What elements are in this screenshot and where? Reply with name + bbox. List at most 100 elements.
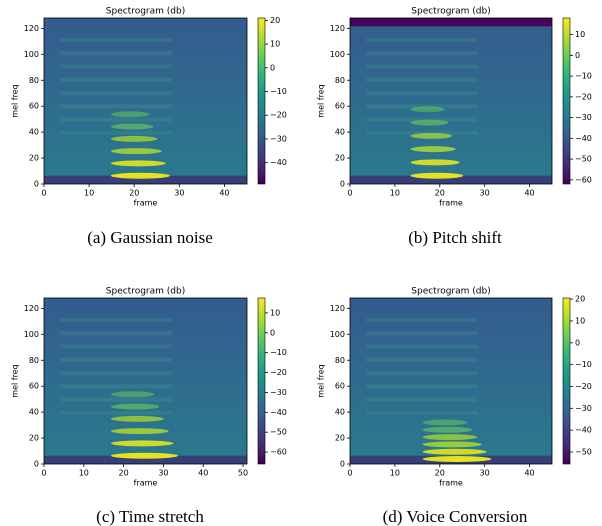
colorbar-tick-label: −50 — [575, 447, 592, 456]
colorbar-tick-label: −50 — [575, 155, 592, 164]
colorbar-tick-label: −30 — [270, 388, 287, 397]
harmonic-haze — [60, 331, 172, 336]
caption: (b) Pitch shift — [408, 228, 502, 247]
harmonic-haze — [60, 130, 172, 136]
harmonic — [110, 135, 158, 142]
harmonic — [422, 426, 473, 433]
y-axis-label: mel freq — [11, 84, 20, 117]
harmonic-haze — [366, 331, 478, 336]
colorbar-tick-label: −20 — [575, 92, 592, 101]
y-tick-label: 120 — [24, 24, 39, 33]
x-tick-label: 0 — [347, 469, 352, 478]
y-tick-label: 20 — [29, 434, 39, 443]
spectrogram — [44, 298, 247, 464]
colorbar-tick-label: −30 — [575, 404, 592, 413]
y-tick-label: 80 — [29, 76, 39, 85]
x-tick-label: 30 — [174, 189, 184, 198]
y-tick-label: 80 — [335, 356, 345, 365]
axes-frame — [43, 17, 248, 185]
chart-title: Spectrogram (db) — [106, 7, 185, 17]
colorbar-tick-label: 10 — [575, 30, 585, 39]
low-band — [44, 455, 247, 464]
harmonic-haze — [366, 397, 478, 402]
harmonic — [110, 172, 170, 179]
harmonic — [110, 391, 155, 398]
harmonic — [410, 106, 445, 113]
colorbar-tick-label: −20 — [270, 111, 287, 120]
colorbar-tick-label: 20 — [575, 295, 585, 304]
colorbar-tick-label: −40 — [270, 158, 287, 167]
chart-title: Spectrogram (db) — [411, 287, 490, 297]
y-tick-label: 20 — [335, 434, 345, 443]
harmonic-haze — [60, 344, 172, 349]
x-tick-label: 20 — [435, 189, 445, 198]
y-tick-label: 100 — [24, 330, 39, 339]
harmonic — [410, 132, 453, 139]
colorbar-tick-label: −10 — [270, 348, 287, 357]
colorbar-tick-label: −40 — [270, 408, 287, 417]
colorbar — [257, 17, 266, 185]
x-tick-label: 40 — [524, 189, 534, 198]
low-band — [44, 175, 247, 184]
harmonic-haze — [366, 384, 478, 389]
y-tick-label: 0 — [34, 180, 39, 189]
harmonic-haze — [366, 371, 478, 376]
harmonic-haze — [60, 117, 172, 122]
y-tick-label: 40 — [29, 128, 39, 137]
colorbar — [257, 297, 266, 465]
harmonic — [410, 172, 464, 179]
x-tick-label: 20 — [435, 469, 445, 478]
colorbar-tick-label: −60 — [575, 175, 592, 184]
harmonic-haze — [60, 51, 172, 56]
x-tick-label: 40 — [198, 469, 208, 478]
harmonic-haze — [60, 397, 172, 402]
caption: (d) Voice Conversion — [383, 507, 528, 526]
harmonic-haze — [366, 410, 478, 416]
x-tick-label: 40 — [524, 469, 534, 478]
colorbar-tick-label: −20 — [575, 382, 592, 391]
colorbar-tick-label: 0 — [270, 63, 275, 72]
y-tick-label: 0 — [340, 180, 345, 189]
y-axis-label: mel freq — [11, 364, 20, 397]
harmonic-haze — [60, 77, 172, 82]
spectrogram — [350, 18, 552, 184]
harmonic-haze — [60, 371, 172, 376]
colorbar-tick-label: −40 — [575, 134, 592, 143]
harmonic — [110, 440, 174, 447]
colorbar-tick-label: 0 — [270, 328, 275, 337]
x-axis-label: frame — [439, 199, 463, 208]
x-tick-label: 10 — [84, 189, 94, 198]
y-tick-label: 100 — [330, 50, 345, 59]
harmonic-haze — [60, 64, 172, 69]
axes-frame — [349, 17, 553, 185]
y-axis-label: mel freq — [317, 84, 326, 117]
chart-title: Spectrogram (db) — [106, 287, 185, 297]
x-tick-label: 10 — [390, 469, 400, 478]
harmonic-haze — [366, 117, 478, 122]
x-tick-label: 40 — [219, 189, 229, 198]
colorbar-tick-label: 0 — [575, 338, 580, 347]
caption: (c) Time stretch — [96, 507, 204, 526]
harmonic-haze — [366, 130, 478, 136]
y-tick-label: 40 — [335, 128, 345, 137]
spectrogram — [44, 18, 247, 184]
harmonic-haze — [60, 384, 172, 389]
harmonic-haze — [366, 357, 478, 362]
colorbar-tick-label: 10 — [270, 308, 280, 317]
harmonic-haze — [366, 64, 478, 69]
harmonic-haze — [60, 357, 172, 362]
x-tick-label: 30 — [158, 469, 168, 478]
y-tick-label: 60 — [335, 102, 345, 111]
harmonic — [410, 159, 460, 166]
harmonic-haze — [366, 344, 478, 349]
y-axis-label: mel freq — [317, 364, 326, 397]
caption: (a) Gaussian noise — [87, 228, 213, 247]
colorbar-tick-label: 10 — [575, 316, 585, 325]
harmonic — [110, 148, 162, 155]
colorbar-tick-label: −60 — [270, 448, 287, 457]
harmonic — [110, 111, 150, 118]
y-tick-label: 20 — [335, 154, 345, 163]
y-tick-label: 0 — [340, 460, 345, 469]
harmonic-haze — [60, 91, 172, 96]
